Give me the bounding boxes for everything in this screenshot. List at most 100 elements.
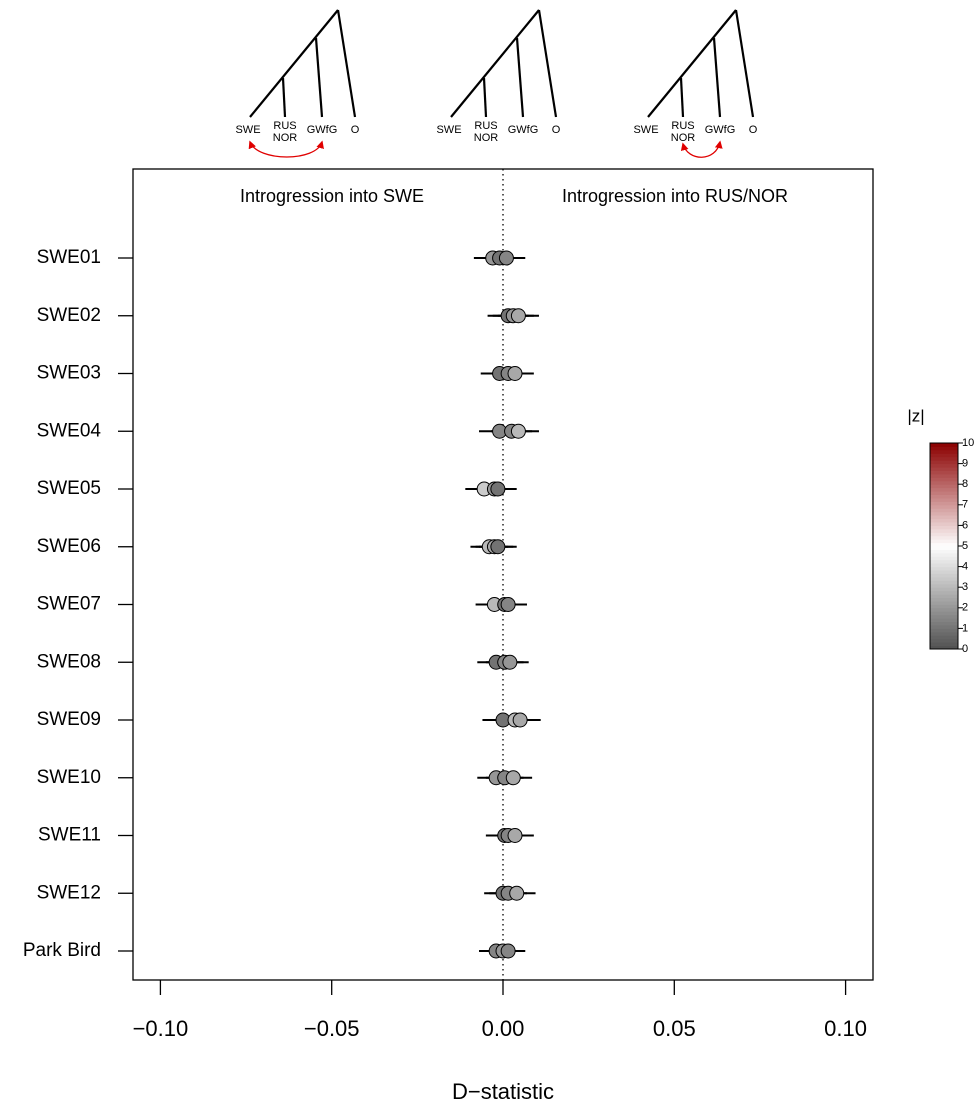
colorbar-tick-label: 3 xyxy=(962,581,968,593)
colorbar-cell xyxy=(930,642,958,647)
colorbar-tick-label: 8 xyxy=(962,478,968,490)
colorbar-cell xyxy=(930,470,958,475)
colorbar-cell xyxy=(930,583,958,588)
colorbar-tick-label: 7 xyxy=(962,499,968,511)
point xyxy=(507,366,523,381)
colorbar-tick-label: 4 xyxy=(962,561,968,573)
colorbar-cell xyxy=(930,456,958,461)
y-tick-label: SWE03 xyxy=(37,363,101,384)
tree-label: NOR xyxy=(474,132,499,144)
colorbar-cell xyxy=(930,570,958,574)
colorbar-cell xyxy=(930,573,958,578)
y-tick-label: SWE10 xyxy=(37,767,101,788)
tree-label: GWfG xyxy=(307,124,338,136)
tree-branch xyxy=(336,9,357,118)
point xyxy=(490,539,506,555)
tree-label: RUS xyxy=(474,120,497,132)
colorbar-cell xyxy=(930,624,958,629)
colorbar-cell xyxy=(930,587,958,592)
colorbar-tick-label: 6 xyxy=(962,519,968,531)
y-tick-label: SWE08 xyxy=(37,651,101,672)
colorbar-cell xyxy=(930,597,958,602)
colorbar-cell xyxy=(930,515,958,520)
tree-branch xyxy=(679,77,685,118)
y-tick-label: SWE05 xyxy=(37,478,101,499)
point xyxy=(512,712,528,728)
y-tick-label: SWE09 xyxy=(37,709,101,730)
colorbar-cell xyxy=(930,563,958,568)
colorbar-cell xyxy=(930,638,958,643)
tree-label: SWE xyxy=(235,124,260,136)
colorbar-tick-label: 10 xyxy=(962,437,974,449)
tree-branch xyxy=(249,9,339,118)
tree-label: GWfG xyxy=(508,124,539,136)
colorbar-cell xyxy=(930,518,958,523)
point xyxy=(510,423,526,439)
introgression-arrow xyxy=(248,140,324,158)
y-tick-label: SWE01 xyxy=(37,247,101,268)
tree-label: O xyxy=(552,124,561,136)
x-tick-label: 0.05 xyxy=(653,1016,696,1041)
colorbar-cell xyxy=(930,552,958,557)
tree-branch xyxy=(450,9,540,118)
y-tick-label: SWE04 xyxy=(37,420,102,441)
point xyxy=(500,597,516,612)
colorbar-cell xyxy=(930,460,958,465)
annotation: Introgression into SWE xyxy=(240,186,424,206)
colorbar-cell xyxy=(930,600,958,605)
colorbar-cell xyxy=(930,443,958,447)
colorbar-cell xyxy=(930,556,958,561)
x-axis-label: D−statistic xyxy=(452,1079,554,1104)
colorbar-cell xyxy=(930,594,958,598)
colorbar-cell xyxy=(930,566,958,571)
tree-branch xyxy=(281,77,287,118)
colorbar-tick-label: 2 xyxy=(962,602,968,614)
y-tick-label: SWE07 xyxy=(37,594,101,615)
annotation: Introgression into RUS/NOR xyxy=(562,186,788,206)
tree-label: O xyxy=(749,124,758,136)
colorbar-cell xyxy=(930,614,958,619)
x-tick-label: −0.10 xyxy=(133,1016,189,1041)
tree-branch xyxy=(482,77,488,118)
colorbar-cell xyxy=(930,497,958,502)
tree-label: RUS xyxy=(671,120,694,132)
colorbar-cell xyxy=(930,618,958,623)
y-tick-label: SWE06 xyxy=(37,536,101,557)
colorbar-tick-label: 1 xyxy=(962,622,968,634)
colorbar-cell xyxy=(930,463,958,468)
colorbar-cell xyxy=(930,532,958,537)
tree-branch xyxy=(314,37,324,118)
tree-label: NOR xyxy=(671,132,696,144)
tree-label: GWfG xyxy=(705,124,736,136)
plot: −0.10 −0.05 0.00 0.05 0.10 SWE01 SWE02 SWE03 SWE… xyxy=(23,169,867,1041)
colorbar-cell xyxy=(930,511,958,516)
colorbar-tick-label: 0 xyxy=(962,643,968,655)
colorbar-cell xyxy=(930,491,958,495)
colorbar-cell xyxy=(930,539,958,544)
colorbar-cell xyxy=(930,508,958,513)
colorbar-cell xyxy=(930,521,958,526)
colorbar-cell xyxy=(930,528,958,533)
colorbar-cell xyxy=(930,494,958,499)
colorbar-cell xyxy=(930,535,958,540)
colorbar-cell xyxy=(930,631,958,636)
introgression-arrow xyxy=(680,140,723,158)
x-tick-label: 0.10 xyxy=(824,1016,867,1041)
y-tick-label: Park Bird xyxy=(23,940,101,961)
colorbar-cell xyxy=(930,501,958,506)
y-tick-label: SWE11 xyxy=(38,825,101,846)
colorbar-cell xyxy=(930,467,958,471)
colorbar-cell xyxy=(930,446,958,451)
colorbar-cell xyxy=(930,607,958,612)
colorbar-cell xyxy=(930,525,958,530)
tree-label: SWE xyxy=(633,124,658,136)
point xyxy=(507,828,523,843)
tree-branch xyxy=(712,37,722,118)
colorbar-cell xyxy=(930,576,958,581)
colorbar-cell xyxy=(930,484,958,489)
x-tick-label: 0.00 xyxy=(482,1016,525,1041)
colorbar-cell xyxy=(930,487,958,492)
tree-branch xyxy=(734,9,755,118)
colorbar-cell xyxy=(930,635,958,640)
